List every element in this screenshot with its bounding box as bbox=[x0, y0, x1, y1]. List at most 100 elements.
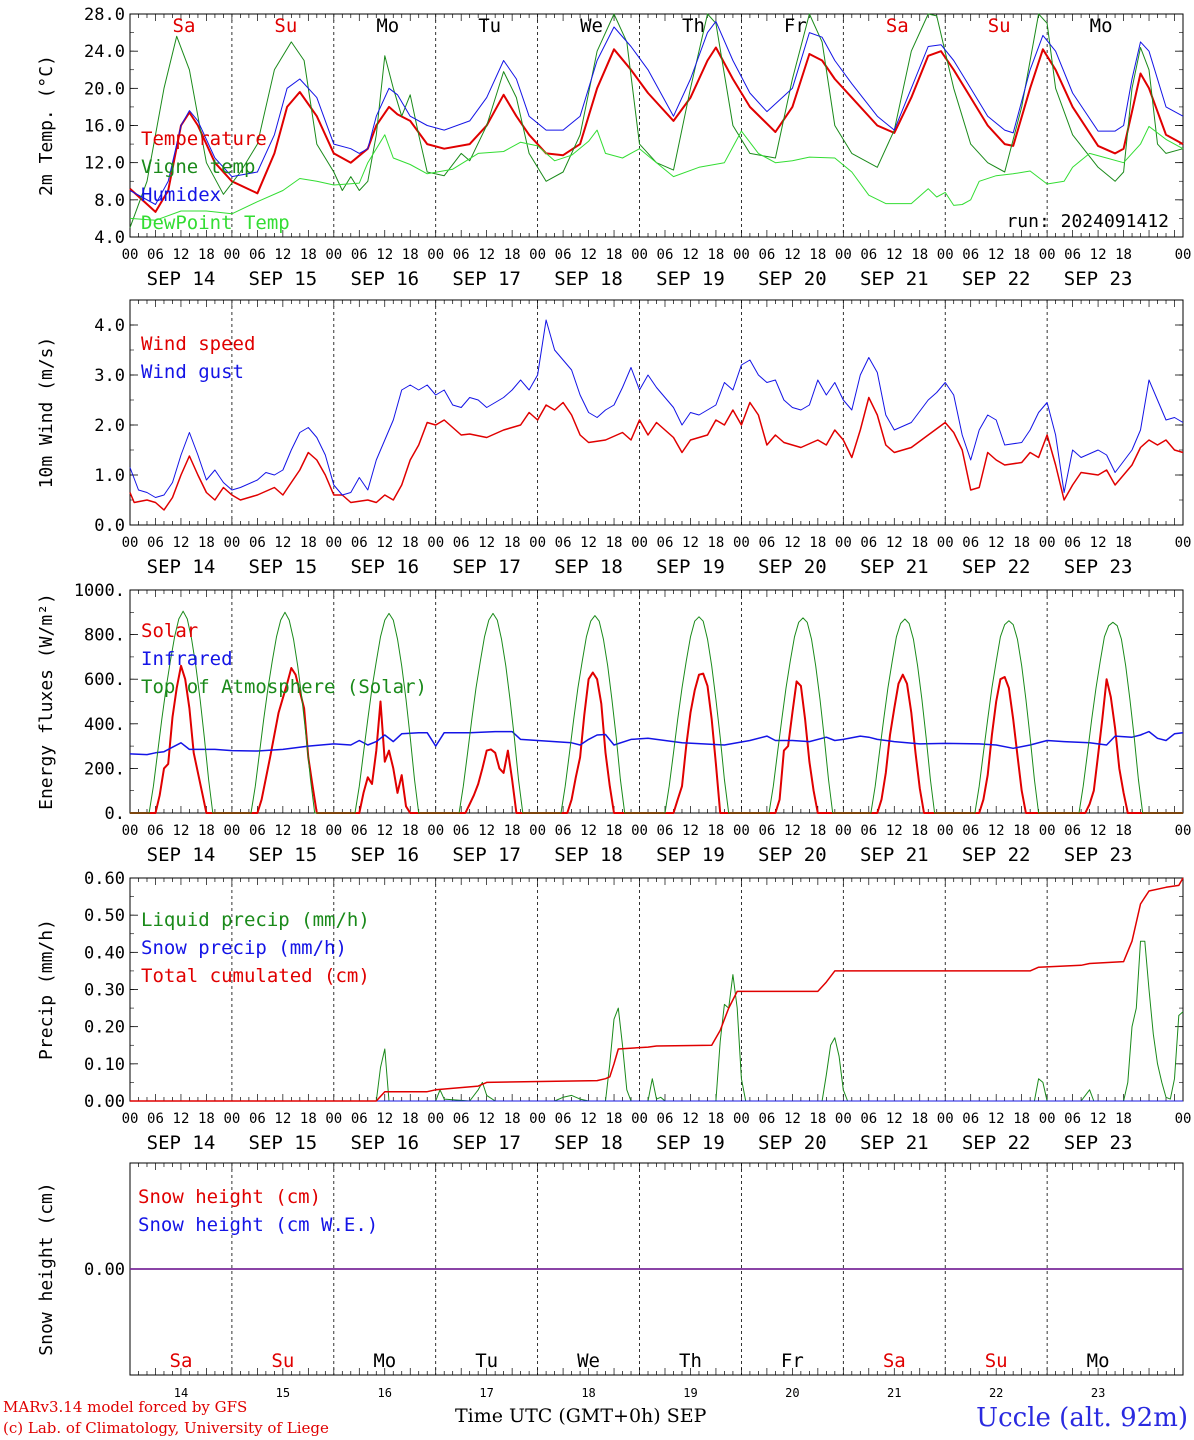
panel-snow-day-number: 17 bbox=[479, 1386, 493, 1400]
panel-precip-hour-label: 18 bbox=[911, 1111, 928, 1127]
panel-wind-date-label: SEP 16 bbox=[350, 556, 419, 578]
panel-precip-date-label: SEP 15 bbox=[249, 1132, 318, 1154]
panel-temp-hour-label: 18 bbox=[809, 247, 826, 263]
panel-temp-legend-1: Vigne temp bbox=[141, 156, 255, 178]
panel-precip-hour-label: 18 bbox=[300, 1111, 317, 1127]
panel-temp-date-label: SEP 15 bbox=[249, 268, 318, 290]
panel-wind-hour-label: 18 bbox=[708, 535, 725, 551]
panel-precip-legend-1: Snow precip (mm/h) bbox=[141, 937, 347, 959]
x-axis-title: Time UTC (GMT+0h) SEP bbox=[455, 1405, 706, 1427]
panel-temp-hour-label-end: 00 bbox=[1175, 247, 1192, 263]
panel-energy-ytick-label: 400. bbox=[84, 715, 125, 735]
panel-temp-hour-label: 12 bbox=[580, 247, 597, 263]
panel-precip-hour-label: 00 bbox=[122, 1111, 139, 1127]
panel-energy-hour-label: 18 bbox=[402, 823, 419, 839]
panel-temp-series-0-line bbox=[129, 46, 1184, 213]
panel-temp-hour-label: 00 bbox=[223, 247, 240, 263]
panel-wind-hour-label: 18 bbox=[1013, 535, 1030, 551]
panel-snow-ylabel: Snow height (cm) bbox=[36, 1182, 57, 1355]
panel-temp-hour-label: 06 bbox=[1064, 247, 1081, 263]
panel-snow-dow-label: Su bbox=[271, 1350, 294, 1372]
panel-precip-hour-label: 06 bbox=[249, 1111, 266, 1127]
panel-energy-frame bbox=[129, 589, 1184, 814]
panel-temp-hour-label: 06 bbox=[351, 247, 368, 263]
panel-wind-hour-label: 06 bbox=[351, 535, 368, 551]
panel-energy-ytick-label: 1000. bbox=[74, 581, 125, 601]
panel-snow-day-number: 19 bbox=[683, 1386, 697, 1400]
panel-energy-hour-label: 06 bbox=[657, 823, 674, 839]
panel-wind-hour-label: 18 bbox=[300, 535, 317, 551]
panel-temp-date-label: SEP 23 bbox=[1064, 268, 1133, 290]
panel-energy-hour-label: 12 bbox=[682, 823, 699, 839]
panel-temp-hour-label: 00 bbox=[427, 247, 444, 263]
panel-energy-hour-label: 06 bbox=[555, 823, 572, 839]
panel-temp-ytick-label: 12.0 bbox=[84, 154, 125, 174]
panel-temp-hour-label: 12 bbox=[1090, 247, 1107, 263]
panel-wind-legend-0: Wind speed bbox=[141, 333, 255, 355]
panel-energy-hour-label: 00 bbox=[835, 823, 852, 839]
panel-temp-hour-label: 06 bbox=[962, 247, 979, 263]
panel-temp-dow-label: Sa bbox=[173, 15, 196, 37]
panel-energy-ytick-label: 0. bbox=[105, 804, 125, 824]
panel-precip-hour-label: 00 bbox=[223, 1111, 240, 1127]
panel-wind-ytick-label: 2.0 bbox=[94, 416, 125, 436]
panel-wind-date-label: SEP 17 bbox=[452, 556, 521, 578]
panel-energy-hour-label: 18 bbox=[1013, 823, 1030, 839]
panel-temp-hour-label: 06 bbox=[657, 247, 674, 263]
panel-temp-legend-2: Humidex bbox=[141, 184, 221, 206]
credit-lab: (c) Lab. of Climatology, University of L… bbox=[3, 1419, 329, 1437]
panel-energy-hour-label: 06 bbox=[962, 823, 979, 839]
panel-precip-date-label: SEP 21 bbox=[860, 1132, 929, 1154]
panel-precip-date-label: SEP 18 bbox=[554, 1132, 623, 1154]
panel-wind-ytick-label: 0.0 bbox=[94, 516, 125, 536]
panel-precip-hour-label: 00 bbox=[1039, 1111, 1056, 1127]
panel-precip-hour-label: 12 bbox=[1090, 1111, 1107, 1127]
panel-temp-hour-label: 06 bbox=[555, 247, 572, 263]
panel-snow-dow-label: Mo bbox=[373, 1350, 396, 1372]
panel-wind-hour-label: 00 bbox=[427, 535, 444, 551]
panel-energy-ytick-label: 200. bbox=[84, 759, 125, 779]
panel-temp-hour-label: 18 bbox=[504, 247, 521, 263]
panel-temp-hour-label: 00 bbox=[835, 247, 852, 263]
panel-precip-series-0-line bbox=[130, 940, 1184, 1102]
panel-wind-hour-label: 00 bbox=[835, 535, 852, 551]
panel-energy-hour-label: 18 bbox=[198, 823, 215, 839]
panel-wind-hour-label: 18 bbox=[606, 535, 623, 551]
panel-temp-hour-label: 12 bbox=[988, 247, 1005, 263]
panel-temp-hour-label: 18 bbox=[1115, 247, 1132, 263]
panel-wind-hour-label: 18 bbox=[911, 535, 928, 551]
panel-energy-hour-label: 12 bbox=[580, 823, 597, 839]
panel-precip-hour-label: 06 bbox=[453, 1111, 470, 1127]
panel-precip-hour-label: 00 bbox=[427, 1111, 444, 1127]
panel-temp-ylabel: 2m Temp. (°C) bbox=[36, 55, 57, 196]
panel-energy-hour-label: 00 bbox=[733, 823, 750, 839]
panel-temp-hour-label: 06 bbox=[758, 247, 775, 263]
panel-precip-date-label: SEP 16 bbox=[350, 1132, 419, 1154]
panel-energy-hour-label: 18 bbox=[911, 823, 928, 839]
panel-temp-ytick-label: 24.0 bbox=[84, 42, 125, 62]
panel-wind-hour-label: 12 bbox=[988, 535, 1005, 551]
panel-temp-ytick-label: 8.0 bbox=[94, 191, 125, 211]
panel-temp-ytick-label: 20.0 bbox=[84, 79, 125, 99]
panel-wind-hour-label: 12 bbox=[886, 535, 903, 551]
panel-wind-hour-label: 18 bbox=[402, 535, 419, 551]
panel-temp-dow-label: Sa bbox=[886, 15, 909, 37]
panel-precip-ytick-label: 0.20 bbox=[84, 1018, 125, 1038]
panel-precip-ytick-label: 0.00 bbox=[84, 1092, 125, 1112]
panel-snow-day-number: 23 bbox=[1091, 1386, 1105, 1400]
panel-wind-hour-label: 12 bbox=[478, 535, 495, 551]
panel-temp-date-label: SEP 14 bbox=[147, 268, 216, 290]
panel-temp-run-annotation: run: 2024091412 bbox=[1006, 211, 1169, 232]
panel-precip-ytick-label: 0.60 bbox=[84, 869, 125, 889]
panel-precip-hour-label-end: 00 bbox=[1175, 1111, 1192, 1127]
panel-energy-hour-label: 12 bbox=[274, 823, 291, 839]
panel-snow-dow-label: We bbox=[577, 1350, 600, 1372]
panel-wind-hour-label: 12 bbox=[274, 535, 291, 551]
panel-temp-date-label: SEP 19 bbox=[656, 268, 725, 290]
panel-energy-hour-label: 00 bbox=[325, 823, 342, 839]
panel-energy-hour-label: 12 bbox=[173, 823, 190, 839]
panel-temp-series-2-line bbox=[129, 20, 1184, 205]
panel-precip-hour-label: 06 bbox=[1064, 1111, 1081, 1127]
panel-precip-hour-label: 12 bbox=[682, 1111, 699, 1127]
